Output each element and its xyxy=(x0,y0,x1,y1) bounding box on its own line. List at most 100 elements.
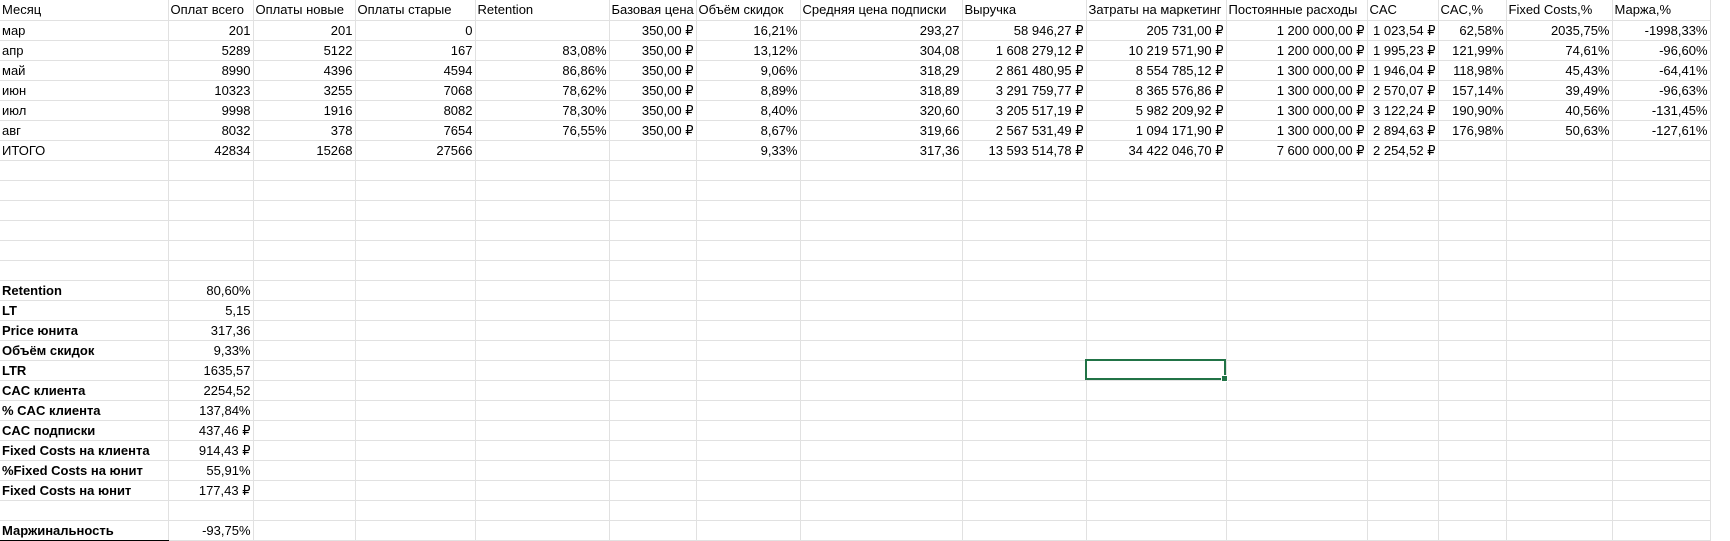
empty-cell[interactable] xyxy=(696,240,801,261)
empty-cell[interactable] xyxy=(253,280,356,301)
empty-cell[interactable] xyxy=(1438,440,1507,461)
data-cell[interactable]: 13 593 514,78 ₽ xyxy=(962,140,1087,161)
empty-cell[interactable] xyxy=(253,360,356,381)
empty-cell[interactable] xyxy=(1612,420,1711,441)
data-cell[interactable]: -131,45% xyxy=(1612,100,1711,121)
empty-cell[interactable] xyxy=(253,180,356,201)
empty-cell[interactable] xyxy=(1086,340,1227,361)
empty-cell[interactable] xyxy=(1367,260,1439,281)
summary-label[interactable]: Price юнита xyxy=(0,320,169,341)
empty-cell[interactable] xyxy=(168,200,254,221)
empty-cell[interactable] xyxy=(1506,380,1613,401)
data-cell[interactable]: 7654 xyxy=(355,120,476,141)
empty-cell[interactable] xyxy=(1086,320,1227,341)
summary-value[interactable]: 1635,57 xyxy=(168,360,254,381)
empty-cell[interactable] xyxy=(800,500,963,521)
data-cell[interactable]: 3 291 759,77 ₽ xyxy=(962,80,1087,101)
empty-cell[interactable] xyxy=(355,500,476,521)
summary-row[interactable]: Retention 80,60% xyxy=(0,280,1711,301)
empty-cell[interactable] xyxy=(962,180,1087,201)
empty-cell[interactable] xyxy=(1367,160,1439,181)
data-cell[interactable]: 350,00 ₽ xyxy=(609,80,697,101)
empty-cell[interactable] xyxy=(1506,160,1613,181)
empty-cell[interactable] xyxy=(253,320,356,341)
empty-cell[interactable] xyxy=(355,240,476,261)
empty-cell[interactable] xyxy=(1226,300,1368,321)
empty-cell[interactable] xyxy=(800,380,963,401)
empty-row[interactable] xyxy=(0,200,1711,221)
empty-cell[interactable] xyxy=(1226,260,1368,281)
table-row[interactable]: май 8990 4396 4594 86,86% 350,00 ₽9,06% 318,29… xyxy=(0,60,1711,81)
empty-cell[interactable] xyxy=(696,260,801,281)
column-header[interactable]: Базовая цена xyxy=(609,0,697,21)
empty-cell[interactable] xyxy=(609,480,697,501)
empty-cell[interactable] xyxy=(1438,520,1507,541)
empty-cell[interactable] xyxy=(1226,400,1368,421)
empty-cell[interactable] xyxy=(475,280,610,301)
data-cell[interactable]: 1 300 000,00 ₽ xyxy=(1226,80,1368,101)
summary-label[interactable]: CAC клиента xyxy=(0,380,169,401)
empty-cell[interactable] xyxy=(355,360,476,381)
data-cell[interactable]: 34 422 046,70 ₽ xyxy=(1086,140,1227,161)
empty-cell[interactable] xyxy=(609,280,697,301)
empty-cell[interactable] xyxy=(1438,200,1507,221)
data-cell[interactable]: 118,98% xyxy=(1438,60,1507,81)
data-cell[interactable]: 8 554 785,12 ₽ xyxy=(1086,60,1227,81)
empty-cell[interactable] xyxy=(1506,500,1613,521)
empty-cell[interactable] xyxy=(800,420,963,441)
summary-label[interactable]: %Fixed Costs на юнит xyxy=(0,460,169,481)
empty-cell[interactable] xyxy=(1506,320,1613,341)
empty-cell[interactable] xyxy=(475,380,610,401)
empty-cell[interactable] xyxy=(696,340,801,361)
data-cell[interactable]: 8032 xyxy=(168,120,254,141)
empty-cell[interactable] xyxy=(609,160,697,181)
empty-cell[interactable] xyxy=(1086,160,1227,181)
empty-cell[interactable] xyxy=(1367,320,1439,341)
empty-cell[interactable] xyxy=(1612,460,1711,481)
empty-row[interactable] xyxy=(0,220,1711,241)
empty-cell[interactable] xyxy=(1086,400,1227,421)
empty-cell[interactable] xyxy=(253,380,356,401)
empty-cell[interactable] xyxy=(1086,220,1227,241)
data-cell[interactable]: 8082 xyxy=(355,100,476,121)
empty-row[interactable] xyxy=(0,240,1711,261)
data-cell[interactable]: 42834 xyxy=(168,140,254,161)
data-cell[interactable]: 317,36 xyxy=(800,140,963,161)
empty-cell[interactable] xyxy=(1612,320,1711,341)
summary-row[interactable]: % CAC клиента 137,84% xyxy=(0,400,1711,421)
empty-cell[interactable] xyxy=(0,240,169,261)
data-cell[interactable] xyxy=(1438,140,1507,161)
data-cell[interactable]: 3 122,24 ₽ xyxy=(1367,100,1439,121)
summary-value[interactable]: 55,91% xyxy=(168,460,254,481)
empty-cell[interactable] xyxy=(1612,500,1711,521)
data-cell[interactable]: 2035,75% xyxy=(1506,20,1613,41)
empty-cell[interactable] xyxy=(355,180,476,201)
empty-cell[interactable] xyxy=(800,200,963,221)
empty-cell[interactable] xyxy=(1226,420,1368,441)
empty-cell[interactable] xyxy=(1506,260,1613,281)
empty-cell[interactable] xyxy=(1367,340,1439,361)
data-cell[interactable]: 304,08 xyxy=(800,40,963,61)
empty-cell[interactable] xyxy=(609,400,697,421)
data-cell[interactable]: 350,00 ₽ xyxy=(609,20,697,41)
empty-cell[interactable] xyxy=(1438,300,1507,321)
empty-cell[interactable] xyxy=(800,300,963,321)
empty-cell[interactable] xyxy=(609,380,697,401)
empty-cell[interactable] xyxy=(609,500,697,521)
empty-cell[interactable] xyxy=(962,500,1087,521)
empty-cell[interactable] xyxy=(800,240,963,261)
empty-cell[interactable] xyxy=(962,240,1087,261)
table-row[interactable]: июл 9998 1916 8082 78,30% 350,00 ₽8,40% 320,60… xyxy=(0,100,1711,121)
empty-cell[interactable] xyxy=(1086,380,1227,401)
empty-cell[interactable] xyxy=(962,160,1087,181)
empty-cell[interactable] xyxy=(1226,220,1368,241)
column-header[interactable]: Оплаты новые xyxy=(253,0,356,21)
empty-cell[interactable] xyxy=(168,180,254,201)
empty-cell[interactable] xyxy=(1438,360,1507,381)
table-row[interactable]: ИТОГО 42834 15268 27566 9,33% 317,36 13 593 51… xyxy=(0,140,1711,161)
empty-cell[interactable] xyxy=(475,180,610,201)
empty-cell[interactable] xyxy=(1086,500,1227,521)
empty-cell[interactable] xyxy=(355,160,476,181)
empty-cell[interactable] xyxy=(1612,520,1711,541)
empty-cell[interactable] xyxy=(1438,180,1507,201)
